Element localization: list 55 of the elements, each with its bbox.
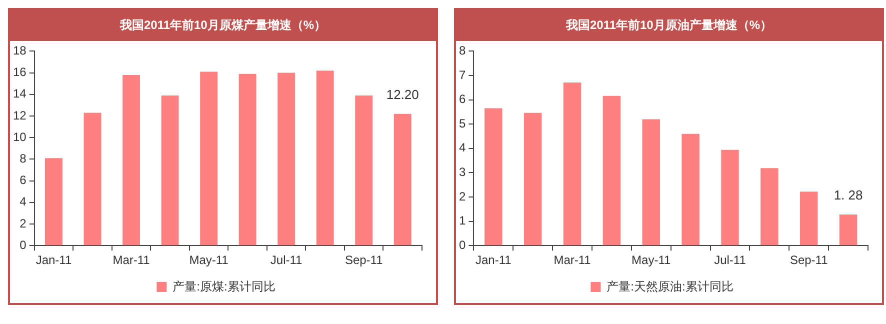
bar [682,134,700,246]
y-tick-label: 0 [458,238,466,252]
y-tick-label: 0 [20,238,27,252]
y-tick-label: 4 [458,140,466,155]
x-tick-label: Jan-11 [36,253,72,268]
bar [800,192,818,246]
y-tick-label: 4 [20,194,27,209]
bar [642,119,660,246]
bar [839,214,858,246]
chart-title: 我国2011年前10月原油产量增速（%） [456,10,882,41]
y-tick-label: 1 [458,214,466,228]
y-tick-label: 2 [20,216,27,230]
x-tick-label: Jan-11 [475,253,512,268]
bar [394,114,412,246]
y-tick-label: 18 [12,44,27,58]
x-tick-label: Mar-11 [554,253,592,268]
bar [484,108,502,246]
y-tick-label: 12 [12,108,27,122]
bar [760,168,778,246]
bar [200,72,218,246]
y-tick-label: 10 [12,130,27,144]
bar [602,96,621,246]
chart-title: 我国2011年前10月原煤产量增速（%） [10,10,436,41]
x-tick-label: Mar-11 [112,253,150,268]
y-tick-label: 2 [458,189,466,204]
bar [84,112,102,246]
x-tick-label: Sep-11 [344,253,384,268]
y-tick-label: 7 [458,68,466,82]
data-label: 1. 28 [834,188,863,203]
bar [238,74,256,246]
bar [721,150,739,246]
x-tick-label: May-11 [189,253,229,268]
y-tick-label: 16 [12,65,27,80]
y-tick-label: 8 [20,152,27,166]
x-tick-label: Jul-11 [270,253,303,268]
legend-label: 产量:原煤:累计同比 [172,279,276,294]
bar [316,70,334,246]
bar [122,74,140,246]
bar [278,72,296,246]
bar [355,95,373,246]
y-tick-label: 5 [458,116,466,130]
bar [161,95,179,246]
bar [524,112,542,246]
y-tick-label: 8 [458,44,466,58]
y-tick-label: 6 [20,173,27,188]
x-tick-label: May-11 [632,253,672,268]
y-tick-label: 6 [458,92,466,106]
data-label: 12.20 [386,86,419,102]
bar [563,82,582,246]
y-tick-label: 14 [12,86,27,101]
y-tick-label: 3 [458,165,466,180]
x-tick-label: Sep-11 [790,253,828,268]
bar [45,158,62,246]
legend-label: 产量:天然原油:累计同比 [606,279,734,294]
x-tick-label: Jul-11 [714,253,746,268]
